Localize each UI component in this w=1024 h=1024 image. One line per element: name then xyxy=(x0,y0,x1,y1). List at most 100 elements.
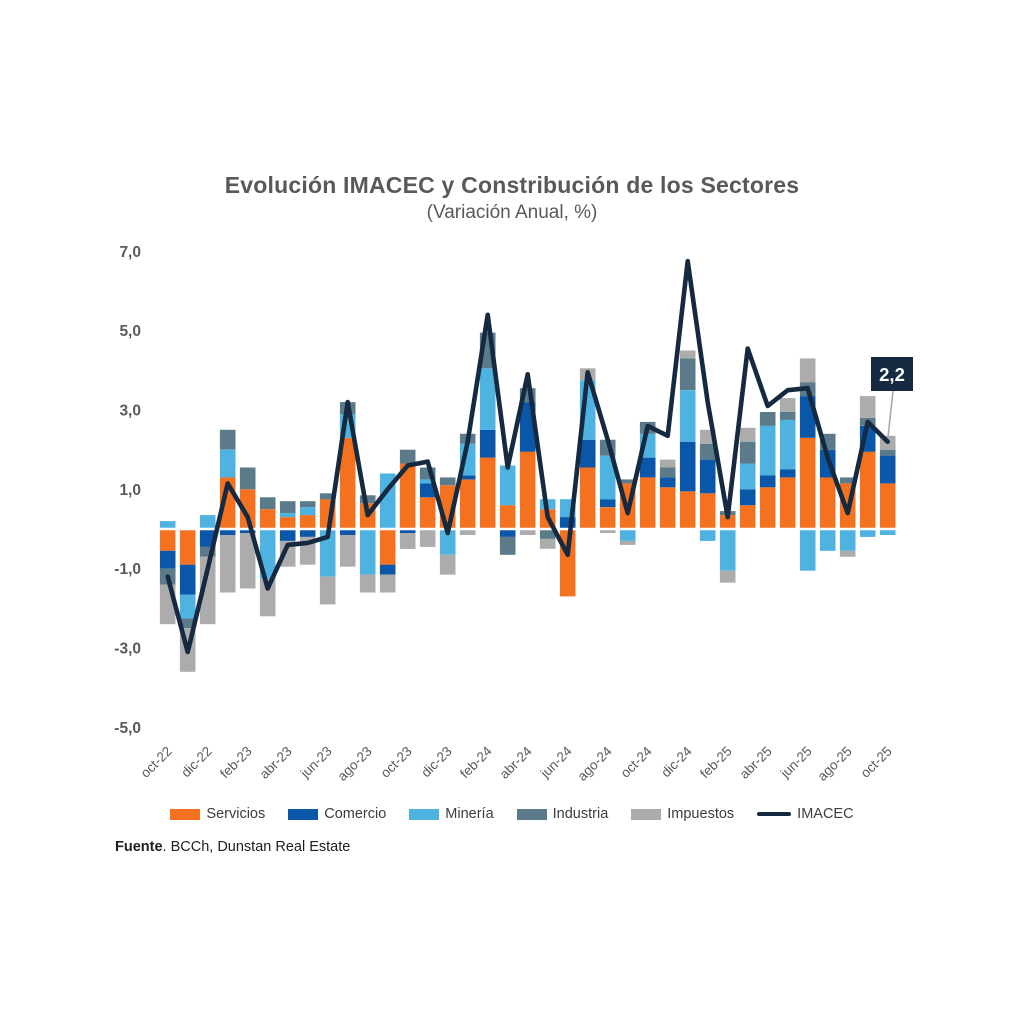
bar-segment-servicios-oct-22 xyxy=(159,529,176,551)
y-axis-tick-labels: 7,0 5,0 3,0 1,0 -1,0 -3,0 -5,0 xyxy=(114,244,141,737)
bar-segment-servicios-mar-25 xyxy=(739,505,756,529)
legend-item-servicios: Servicios xyxy=(170,806,265,822)
bar-segment-minería-dic-22 xyxy=(199,515,216,529)
x-tick-ago-24: ago-24 xyxy=(574,743,615,784)
bar-segment-servicios-nov-22 xyxy=(179,529,196,565)
bar-segment-impuestos-feb-25 xyxy=(719,570,736,583)
chart-title: Evolución IMACEC y Constribución de los … xyxy=(224,172,800,198)
source-text: . BCCh, Dunstan Real Estate xyxy=(162,839,351,855)
bar-segment-comercio-ene-25 xyxy=(699,459,716,494)
imacec-line-swatch xyxy=(757,812,792,816)
bar-segment-minería-jul-25 xyxy=(819,529,836,551)
x-tick-feb-24: feb-24 xyxy=(457,743,495,781)
x-tick-oct-23: oct-23 xyxy=(378,744,415,781)
bar-segment-servicios-jul-24 xyxy=(579,467,596,529)
bar-segment-minería-oct-22 xyxy=(159,521,176,529)
bar-segment-servicios-may-25 xyxy=(779,477,796,529)
bar-segment-comercio-nov-22 xyxy=(179,564,196,595)
bar-segment-comercio-mar-25 xyxy=(739,489,756,506)
bar-segment-impuestos-jun-25 xyxy=(799,358,816,383)
bar-segment-industria-nov-23 xyxy=(419,467,436,480)
bar-segment-impuestos-nov-23 xyxy=(419,529,436,547)
bar-segment-impuestos-dic-22 xyxy=(199,556,216,625)
bar-segment-minería-jun-25 xyxy=(799,529,816,571)
x-tick-feb-25: feb-25 xyxy=(697,744,735,782)
bar-segment-minería-nov-22 xyxy=(179,594,196,619)
bar-segment-servicios-abr-25 xyxy=(759,487,776,529)
x-tick-ago-23: ago-23 xyxy=(334,744,374,784)
annotation-box xyxy=(871,357,913,391)
x-tick-oct-25: oct-25 xyxy=(858,744,895,781)
bar-segment-servicios-oct-23 xyxy=(399,463,416,529)
legend-label-industria: Industria xyxy=(552,806,609,822)
bar-segment-impuestos-sep-23 xyxy=(379,574,396,593)
bar-segment-industria-dic-24 xyxy=(679,358,696,391)
bar-segment-impuestos-mar-23 xyxy=(259,578,276,617)
bar-segment-minería-feb-24 xyxy=(479,368,496,430)
bar-segment-impuestos-ago-24 xyxy=(599,529,616,533)
bar-segment-impuestos-may-24 xyxy=(539,538,556,549)
legend-label-imacec: IMACEC xyxy=(797,806,854,822)
bar-segment-servicios-ago-24 xyxy=(599,507,616,529)
bar-segment-comercio-oct-24 xyxy=(639,457,656,478)
bar-segment-industria-mar-23 xyxy=(259,497,276,510)
bar-segment-servicios-jul-23 xyxy=(339,437,356,529)
bar-segment-minería-oct-25 xyxy=(879,529,896,535)
bar-segment-comercio-abr-25 xyxy=(759,475,776,488)
legend-label-impuestos: Impuestos xyxy=(667,806,735,822)
x-tick-feb-23: feb-23 xyxy=(217,744,255,782)
bar-segment-comercio-nov-23 xyxy=(419,483,436,498)
x-tick-jun-25: jun-25 xyxy=(777,744,815,782)
bar-segment-industria-may-23 xyxy=(299,501,316,508)
bar-segment-industria-dic-23 xyxy=(439,477,456,486)
servicios-swatch xyxy=(170,808,201,820)
bar-segment-minería-sep-25 xyxy=(859,529,876,537)
bar-segment-comercio-jul-24 xyxy=(579,439,596,468)
bar-segment-comercio-may-23 xyxy=(299,529,316,537)
x-tick-ago-25: ago-25 xyxy=(814,744,854,784)
bar-segment-minería-ene-25 xyxy=(699,529,716,541)
x-tick-jun-23: jun-23 xyxy=(297,744,335,782)
annotation-callout: 2,2 xyxy=(871,357,913,438)
bar-segment-minería-ago-24 xyxy=(599,455,616,500)
bar-segment-industria-ago-25 xyxy=(839,477,856,484)
bar-segment-servicios-ene-25 xyxy=(699,493,716,529)
bar-segment-minería-nov-23 xyxy=(419,479,436,484)
bar-segment-minería-dic-23 xyxy=(439,529,456,555)
bar-segment-impuestos-ene-24 xyxy=(459,529,476,535)
x-tick-abr-23: abr-23 xyxy=(257,744,295,782)
legend-item-industria: Industria xyxy=(516,806,609,822)
bar-segment-impuestos-ago-23 xyxy=(359,574,376,593)
bar-segment-minería-feb-25 xyxy=(719,529,736,571)
y-tick--5,0: -5,0 xyxy=(114,720,141,737)
chart-legend: Servicios Comercio Minería Industria Impuest… xyxy=(0,806,1024,822)
x-tick-oct-24: oct-24 xyxy=(618,743,655,780)
x-tick-abr-25: abr-25 xyxy=(737,744,775,782)
legend-label-minería: Minería xyxy=(445,806,494,822)
bar-segment-impuestos-feb-23 xyxy=(239,533,256,589)
bar-segment-servicios-ene-24 xyxy=(459,479,476,529)
bar-segment-servicios-may-23 xyxy=(299,515,316,529)
bar-segment-servicios-jul-25 xyxy=(819,477,836,529)
bar-segment-industria-oct-23 xyxy=(399,449,416,464)
bar-segment-minería-mar-25 xyxy=(739,463,756,490)
comercio-swatch xyxy=(288,808,319,820)
legend-label-servicios: Servicios xyxy=(206,806,266,822)
bar-segment-industria-abr-23 xyxy=(279,501,296,514)
bar-segment-industria-may-25 xyxy=(779,412,796,420)
bar-segment-impuestos-jun-23 xyxy=(319,576,336,605)
bar-segment-minería-sep-24 xyxy=(619,529,636,541)
bar-segment-comercio-sep-23 xyxy=(379,564,396,575)
bar-segment-comercio-nov-24 xyxy=(659,477,676,488)
bar-segment-servicios-oct-24 xyxy=(639,477,656,529)
bar-segment-minería-mar-24 xyxy=(499,465,516,506)
bar-segment-industria-may-24 xyxy=(539,529,556,539)
bar-segment-comercio-mar-24 xyxy=(499,529,516,537)
bar-segment-comercio-may-25 xyxy=(779,469,796,478)
bar-segment-impuestos-ene-23 xyxy=(219,535,236,593)
bar-segment-impuestos-dic-24 xyxy=(679,350,696,359)
bar-segment-impuestos-dic-23 xyxy=(439,554,456,575)
bar-segment-servicios-jun-25 xyxy=(799,437,816,529)
bar-segment-comercio-dic-24 xyxy=(679,441,696,492)
